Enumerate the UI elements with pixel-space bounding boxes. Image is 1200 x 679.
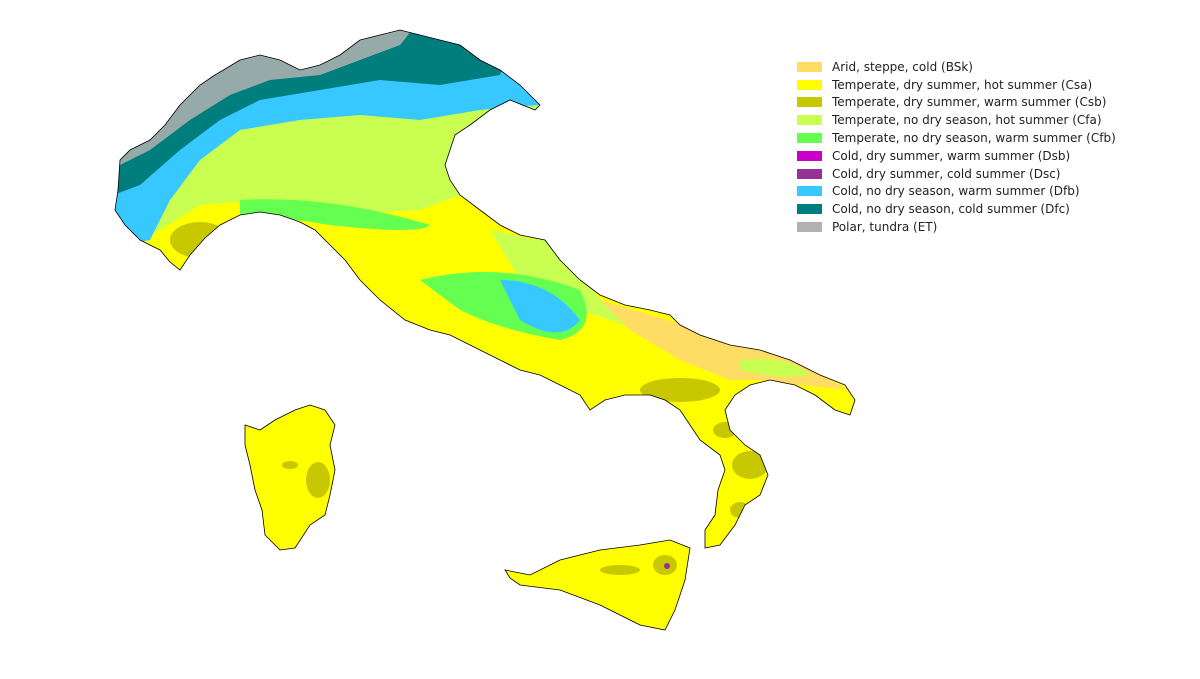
- legend-swatch: [797, 79, 822, 90]
- legend-item: Cold, no dry season, warm summer (Dfb): [797, 183, 1116, 201]
- legend-item: Temperate, dry summer, warm summer (Csb): [797, 94, 1116, 112]
- legend-item: Polar, tundra (ET): [797, 218, 1116, 236]
- legend-item: Temperate, no dry season, hot summer (Cf…: [797, 111, 1116, 129]
- legend-label: Cold, no dry season, cold summer (Dfc): [832, 202, 1070, 217]
- legend-item: Temperate, no dry season, warm summer (C…: [797, 129, 1116, 147]
- legend-item: Cold, dry summer, cold summer (Dsc): [797, 165, 1116, 183]
- legend-label: Temperate, dry summer, hot summer (Csa): [832, 77, 1093, 92]
- sicily: [504, 539, 691, 631]
- legend-swatch: [797, 133, 822, 144]
- legend-label: Temperate, dry summer, warm summer (Csb): [832, 95, 1107, 110]
- legend-item: Cold, dry summer, warm summer (Dsb): [797, 147, 1116, 165]
- legend-swatch: [797, 150, 822, 161]
- legend-swatch: [797, 222, 822, 233]
- legend-label: Temperate, no dry season, warm summer (C…: [832, 131, 1116, 146]
- legend-label: Cold, dry summer, cold summer (Dsc): [832, 166, 1061, 181]
- mainland-italy: [114, 29, 856, 549]
- legend: Arid, steppe, cold (BSk) Temperate, dry s…: [797, 58, 1116, 236]
- legend-swatch: [797, 97, 822, 108]
- legend-label: Cold, no dry season, warm summer (Dfb): [832, 184, 1080, 199]
- legend-item: Temperate, dry summer, hot summer (Csa): [797, 76, 1116, 94]
- legend-swatch: [797, 61, 822, 72]
- sardinia: [244, 404, 336, 551]
- legend-swatch: [797, 186, 822, 197]
- legend-label: Temperate, no dry season, hot summer (Cf…: [832, 113, 1102, 128]
- legend-label: Cold, dry summer, warm summer (Dsb): [832, 148, 1071, 163]
- legend-label: Polar, tundra (ET): [832, 220, 938, 235]
- legend-label: Arid, steppe, cold (BSk): [832, 59, 973, 74]
- legend-item: Cold, no dry season, cold summer (Dfc): [797, 200, 1116, 218]
- legend-swatch: [797, 204, 822, 215]
- legend-swatch: [797, 168, 822, 179]
- legend-swatch: [797, 115, 822, 126]
- legend-item: Arid, steppe, cold (BSk): [797, 58, 1116, 76]
